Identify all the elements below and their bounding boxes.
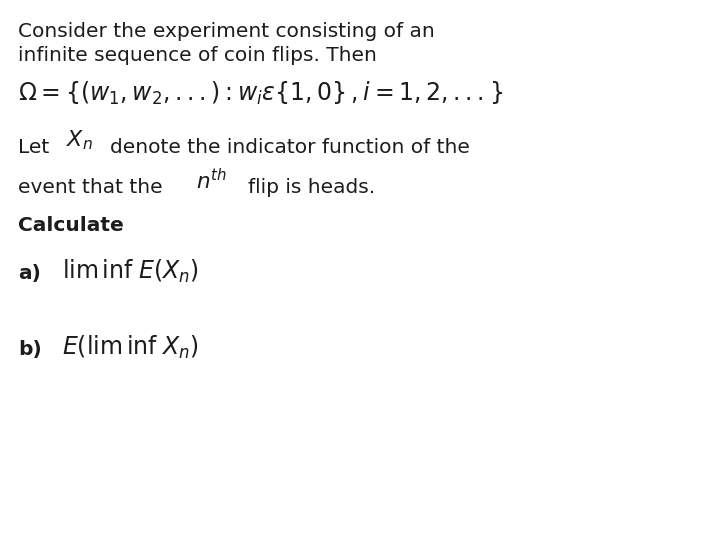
Text: denote the indicator function of the: denote the indicator function of the [110,138,470,157]
Text: flip is heads.: flip is heads. [248,178,375,197]
Text: event that the: event that the [18,178,163,197]
Text: $\Omega = \{(w_1, w_2, ...) : w_i\epsilon\{1,0\}\,,i = 1,2,...\}$: $\Omega = \{(w_1, w_2, ...) : w_i\epsilo… [18,80,503,107]
Text: Let: Let [18,138,49,157]
Text: b): b) [18,340,42,359]
Text: $X_n$: $X_n$ [66,128,93,152]
Text: $n^{th}$: $n^{th}$ [196,168,227,193]
Text: Calculate: Calculate [18,216,124,235]
Text: $E(\lim\,\mathrm{inf}\; X_n)$: $E(\lim\,\mathrm{inf}\; X_n)$ [62,334,199,361]
Text: $\lim\,\mathrm{inf}\; E(X_n)$: $\lim\,\mathrm{inf}\; E(X_n)$ [62,258,199,285]
Text: infinite sequence of coin flips. Then: infinite sequence of coin flips. Then [18,46,377,65]
Text: a): a) [18,264,41,283]
Text: Consider the experiment consisting of an: Consider the experiment consisting of an [18,22,435,41]
